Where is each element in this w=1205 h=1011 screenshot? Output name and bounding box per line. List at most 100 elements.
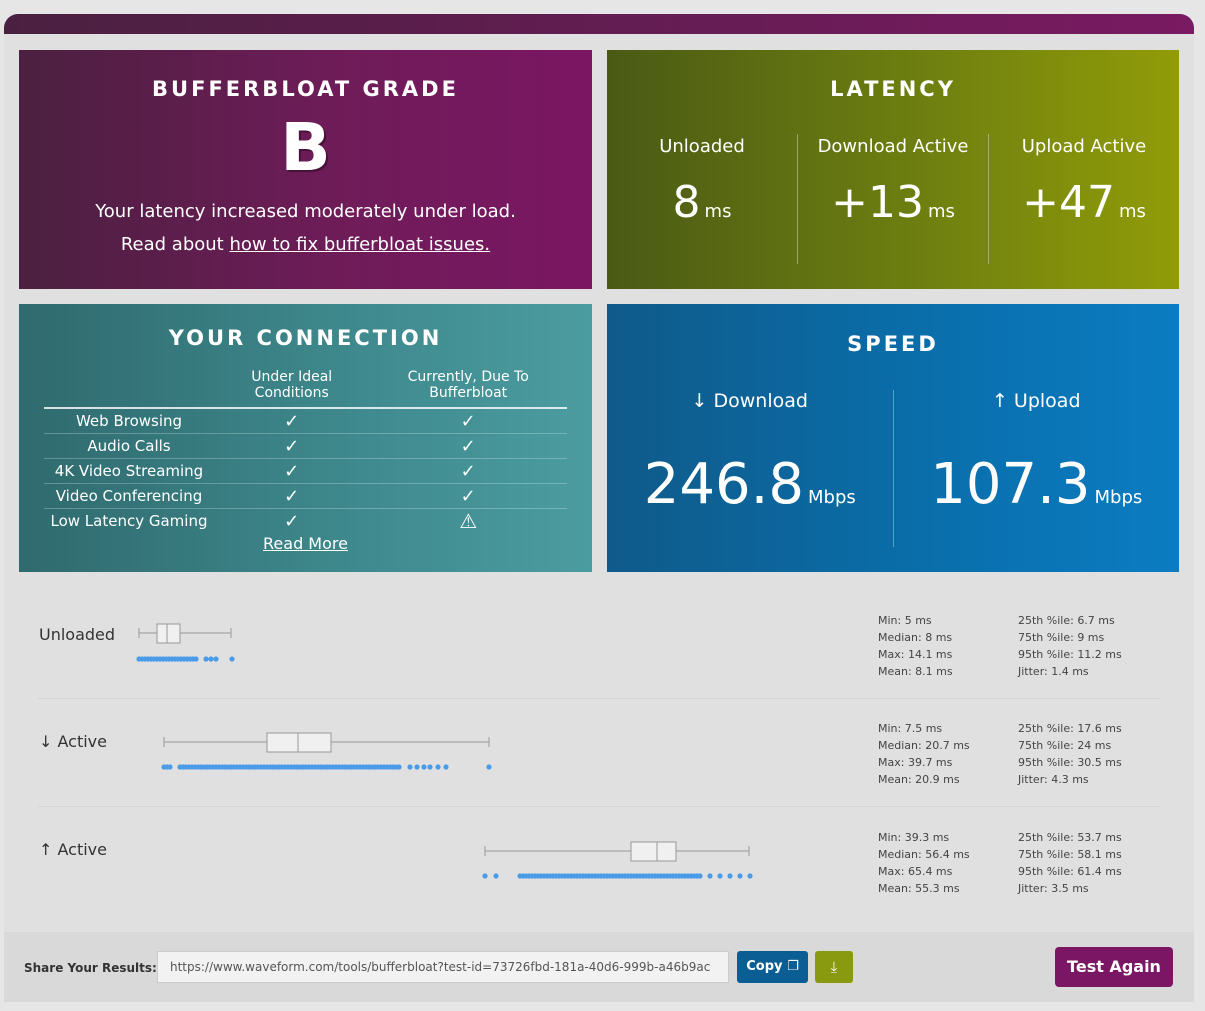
sample-dot (443, 764, 449, 770)
connection-row-label: Audio Calls (44, 433, 214, 459)
stat-max: Max: 39.7 ms (878, 756, 953, 769)
speed-download: ↓ Download 246.8 Mbps (607, 390, 893, 547)
connection-row-label: Low Latency Gaming (50, 512, 208, 530)
sample-dot (747, 873, 753, 879)
download-stats-left: Min: 7.5 ms Median: 20.7 ms Max: 39.7 ms… (878, 720, 970, 788)
iqr-box (266, 732, 332, 753)
your-connection-card: Your Connection Under Ideal Conditions C… (19, 304, 592, 572)
latency-value: +13 ms (798, 177, 988, 228)
stat-mean: Mean: 8.1 ms (878, 665, 953, 678)
stat-jitter: Jitter: 4.3 ms (1018, 773, 1089, 786)
latency-card: Latency Unloaded 8 ms Download Active +13… (607, 50, 1179, 289)
stat-min: Min: 39.3 ms (878, 831, 950, 844)
grade-description: Your latency increased moderately under … (19, 195, 592, 261)
download-active-row-label: ↓ Active (39, 732, 107, 751)
stat-p25: 25th %ile: 6.7 ms (1018, 614, 1115, 627)
fix-bufferbloat-link[interactable]: how to fix bufferbloat issues. (229, 234, 491, 255)
sample-dot (707, 873, 713, 879)
stat-jitter: Jitter: 1.4 ms (1018, 665, 1089, 678)
latency-value: 8 ms (607, 177, 797, 228)
check-icon: ✓ (369, 483, 567, 509)
latency-number: +13 (831, 177, 924, 228)
sample-dot (727, 873, 733, 879)
stat-p75: 75th %ile: 58.1 ms (1018, 848, 1122, 861)
upload-label: ↑ Upload (991, 390, 1081, 412)
download-value: 246.8 Mbps (607, 452, 893, 517)
upload-active-row-label: ↑ Active (39, 840, 107, 859)
unloaded-samples (136, 656, 235, 662)
connection-table: Under Ideal Conditions Currently, Due To… (44, 366, 567, 533)
grade-line2-prefix: Read about (120, 234, 230, 255)
sample-dot (737, 873, 743, 879)
latency-unloaded: Unloaded 8 ms (607, 134, 797, 264)
speed-columns: ↓ Download 246.8 Mbps ↑ Upload 107.3 Mbps (607, 390, 1179, 547)
latency-value: +47 ms (989, 177, 1179, 228)
upload-boxplot (484, 841, 750, 862)
speed-unit: Mbps (808, 487, 856, 508)
connection-row-label: Web Browsing (44, 408, 214, 434)
connection-row: Audio Calls ✓ ✓ (44, 433, 567, 459)
speed-unit: Mbps (1094, 487, 1143, 508)
upload-number: 107.3 (930, 452, 1091, 517)
sample-dot (203, 656, 209, 662)
upload-samples (482, 873, 753, 879)
stat-min: Min: 5 ms (878, 614, 932, 627)
sample-dot (421, 764, 427, 770)
grade-line1: Your latency increased moderately under … (95, 201, 516, 222)
copy-label: Copy (746, 959, 783, 974)
test-again-button[interactable]: Test Again (1055, 947, 1173, 987)
unloaded-stats-left: Min: 5 ms Median: 8 ms Max: 14.1 ms Mean… (878, 612, 953, 680)
speed-upload: ↑ Upload 107.3 Mbps (892, 390, 1180, 547)
latency-unit: ms (1118, 201, 1146, 222)
stat-median: Median: 8 ms (878, 631, 953, 644)
copy-button[interactable]: Copy ❐ (737, 951, 808, 983)
latency-label: Upload Active (1021, 136, 1147, 157)
unloaded-stats-right: 25th %ile: 6.7 ms 75th %ile: 9 ms 95th %… (1018, 612, 1122, 680)
sample-dot (208, 656, 214, 662)
latency-label: Unloaded (659, 136, 745, 157)
stat-mean: Mean: 55.3 ms (878, 882, 960, 895)
unloaded-row-label: Unloaded (39, 625, 116, 644)
grade-letter: B (280, 109, 331, 186)
connection-header-row: Under Ideal Conditions Currently, Due To… (44, 366, 567, 409)
stat-p25: 25th %ile: 17.6 ms (1018, 722, 1122, 735)
sample-dot (414, 764, 420, 770)
sample-dot (435, 764, 441, 770)
bufferbloat-grade-card: Bufferbloat Grade B Your latency increas… (19, 50, 592, 289)
sample-dot (697, 873, 703, 879)
sample-dot (229, 656, 235, 662)
read-more-link[interactable]: Read More (263, 534, 348, 553)
connection-row-label: 4K Video Streaming (44, 458, 214, 484)
warning-icon: ⚠ (459, 509, 478, 533)
stat-min: Min: 7.5 ms (878, 722, 943, 735)
connection-header-blank (44, 366, 214, 409)
stat-p95: 95th %ile: 61.4 ms (1018, 865, 1122, 878)
latency-columns: Unloaded 8 ms Download Active +13 ms Uploa… (607, 134, 1179, 264)
download-button[interactable]: ⤓ (815, 951, 853, 983)
row-divider (38, 698, 1160, 699)
latency-unit: ms (704, 201, 732, 222)
latency-download-active: Download Active +13 ms (797, 134, 988, 264)
check-icon: ✓ (214, 458, 370, 484)
check-icon: ✓ (214, 483, 370, 509)
download-boxplot (163, 732, 490, 753)
sample-dot (167, 764, 173, 770)
iqr-box (630, 841, 677, 862)
top-accent-bar (4, 14, 1194, 34)
stat-p95: 95th %ile: 30.5 ms (1018, 756, 1122, 769)
upload-stats-left: Min: 39.3 ms Median: 56.4 ms Max: 65.4 m… (878, 829, 970, 897)
grade-line2: Read about how to fix bufferbloat issues… (19, 228, 592, 261)
connection-row: Web Browsing ✓ ✓ (44, 408, 567, 434)
sample-dot (482, 873, 488, 879)
sample-dot (486, 764, 492, 770)
connection-row: Video Conferencing ✓ ✓ (44, 483, 567, 509)
stat-p25: 25th %ile: 53.7 ms (1018, 831, 1122, 844)
latency-title: Latency (830, 77, 956, 101)
speed-title: Speed (847, 332, 939, 356)
latency-number: 8 (672, 177, 701, 228)
grade-title: Bufferbloat Grade (152, 77, 459, 101)
stat-p95: 95th %ile: 11.2 ms (1018, 648, 1122, 661)
share-url-field[interactable] (157, 951, 729, 983)
row-divider (38, 806, 1160, 807)
